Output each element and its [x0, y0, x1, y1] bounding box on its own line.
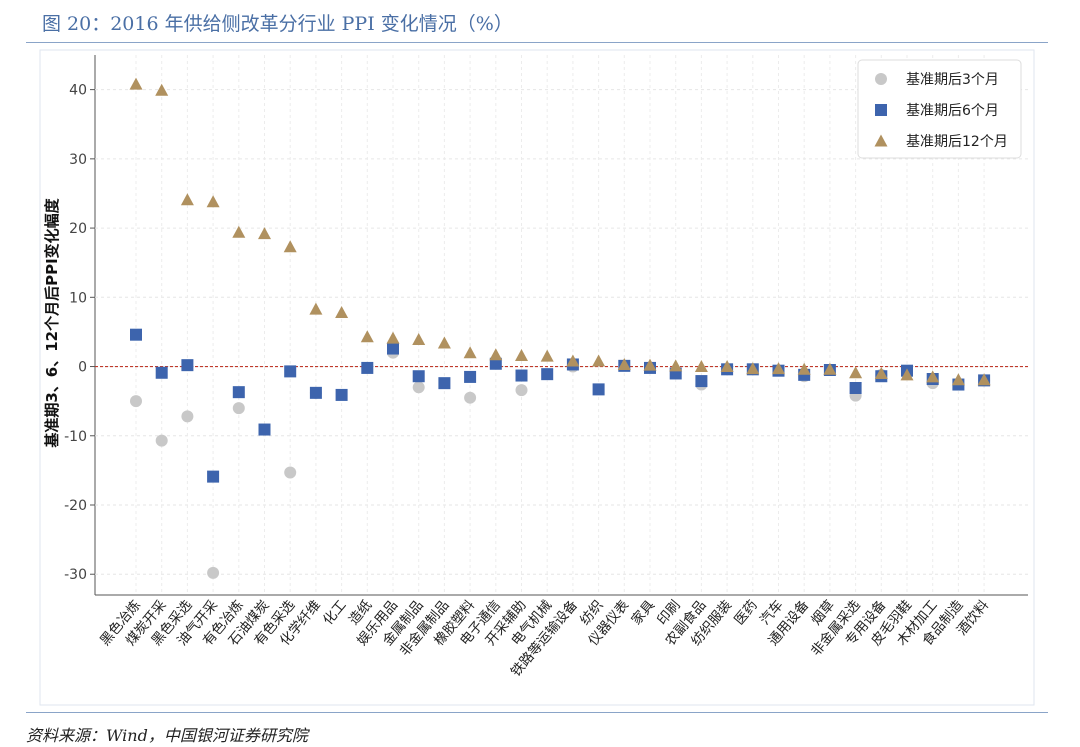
- footer-divider: [26, 712, 1048, 713]
- point-3-month: [875, 73, 887, 85]
- point-12-month: [258, 227, 271, 240]
- point-12-month: [951, 373, 965, 386]
- point-12-month: [335, 306, 349, 319]
- point-6-month: [155, 366, 168, 379]
- point-12-month: [772, 362, 785, 375]
- point-12-month: [797, 362, 811, 375]
- point-6-month: [412, 370, 425, 383]
- point-6-month: [284, 365, 297, 378]
- point-12-month: [206, 195, 220, 208]
- point-12-month: [309, 302, 323, 315]
- point-12-month: [720, 360, 734, 373]
- point-12-month: [232, 225, 246, 238]
- point-12-month: [977, 373, 991, 386]
- point-12-month: [823, 362, 837, 375]
- point-6-month: [695, 375, 708, 388]
- point-12-month: [540, 349, 554, 362]
- point-12-month: [129, 77, 143, 90]
- x-category-label: 化工: [320, 597, 350, 628]
- point-6-month: [875, 104, 887, 116]
- point-12-month: [643, 358, 657, 371]
- point-6-month: [464, 370, 477, 383]
- legend-entry-label: 基准期后3个月: [906, 71, 999, 88]
- point-12-month: [694, 360, 708, 373]
- y-tick-label: 30: [69, 152, 87, 168]
- legend-box: [857, 59, 1022, 159]
- data-points: [129, 77, 991, 579]
- point-12-month: [515, 348, 528, 361]
- point-12-month: [874, 366, 888, 379]
- point-12-month: [592, 354, 606, 367]
- point-12-month: [360, 330, 374, 343]
- point-6-month: [592, 383, 605, 396]
- point-3-month: [515, 384, 528, 397]
- legend-entry-label: 基准期后12个月: [906, 133, 1008, 150]
- y-axis-label: 基准期3、6、12个月后PPI变化幅度: [43, 197, 61, 448]
- point-3-month: [207, 566, 220, 579]
- point-3-month: [130, 395, 142, 408]
- point-6-month: [207, 470, 220, 483]
- point-12-month: [283, 240, 297, 253]
- y-tick-label: 0: [78, 360, 87, 376]
- point-12-month: [155, 83, 169, 96]
- point-12-month: [849, 366, 863, 379]
- x-category-label: 家具: [628, 597, 658, 629]
- y-tick-label: -20: [64, 498, 87, 514]
- figure-title: 图 20：2016 年供给侧改革分行业 PPI 变化情况（%）: [42, 13, 513, 35]
- y-axis-ticks: -30 -20 -10 0 10 20 30 40: [64, 83, 95, 583]
- point-6-month: [387, 342, 399, 355]
- point-12-month: [617, 357, 631, 370]
- point-12-month: [669, 359, 683, 372]
- point-3-month: [412, 381, 425, 394]
- source-note: 资料来源：Wind，中国银河证券研究院: [26, 726, 308, 745]
- point-3-month: [464, 391, 477, 404]
- point-12-month: [746, 362, 760, 375]
- y-tick-label: -10: [64, 429, 87, 445]
- point-12-month: [874, 134, 888, 147]
- y-tick-label: 10: [69, 290, 87, 306]
- point-6-month: [541, 368, 554, 381]
- point-12-month: [900, 368, 914, 381]
- point-12-month: [926, 370, 940, 383]
- point-6-month: [361, 361, 374, 374]
- point-12-month: [489, 348, 503, 361]
- point-6-month: [309, 386, 322, 399]
- point-12-month: [386, 331, 400, 344]
- x-axis-category-labels: 黑色冶炼煤炭开采黑色采选油气开采有色冶炼石油煤炭有色采选化学纤维化工造纸娱乐用品…: [96, 596, 992, 680]
- point-3-month: [155, 434, 168, 447]
- y-tick-label: 20: [69, 221, 87, 237]
- point-6-month: [181, 359, 194, 372]
- point-6-month: [232, 386, 245, 399]
- y-tick-label: -30: [64, 567, 87, 583]
- grid-lines: [95, 55, 1028, 595]
- point-12-month: [412, 333, 426, 346]
- y-tick-label: 40: [69, 83, 87, 99]
- point-6-month: [489, 357, 502, 370]
- point-6-month: [438, 377, 451, 390]
- legend-entry-label: 基准期后6个月: [906, 102, 999, 119]
- point-6-month: [515, 369, 528, 382]
- point-3-month: [181, 410, 194, 423]
- point-12-month: [437, 336, 451, 349]
- x-category-label: 医药: [731, 597, 761, 628]
- outer-frame: [39, 49, 1035, 706]
- point-12-month: [566, 354, 580, 367]
- point-6-month: [849, 382, 862, 394]
- point-6-month: [335, 388, 348, 401]
- point-6-month: [130, 328, 142, 341]
- point-3-month: [284, 466, 297, 479]
- point-12-month: [463, 346, 477, 359]
- point-3-month: [232, 402, 245, 415]
- point-12-month: [180, 193, 194, 206]
- point-6-month: [258, 423, 271, 436]
- title-divider: [26, 42, 1048, 43]
